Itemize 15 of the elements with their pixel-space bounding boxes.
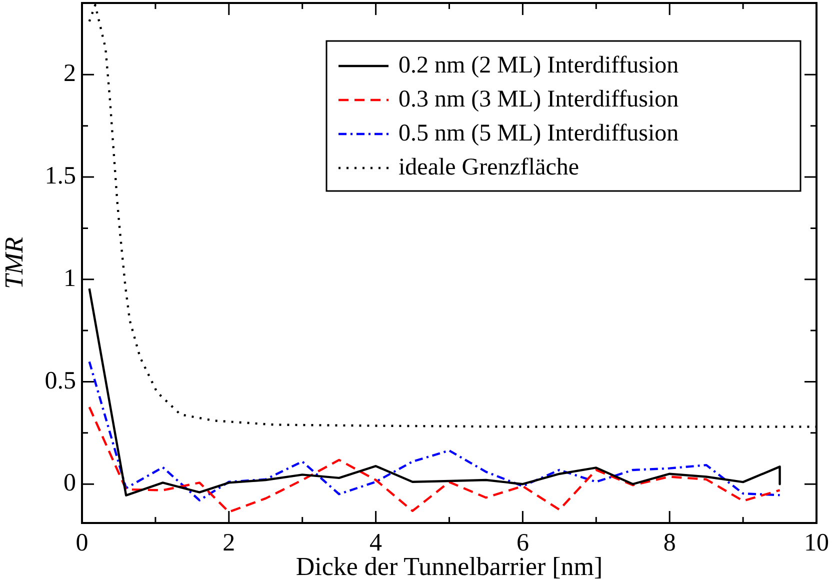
x-tick-label: 10: [804, 530, 829, 557]
y-tick-label: 2: [64, 60, 76, 88]
legend-label: ideale Grenzfläche: [398, 154, 580, 180]
x-tick-label: 8: [663, 530, 676, 557]
x-tick-label: 2: [222, 530, 236, 557]
y-tick-label: 0.5: [44, 367, 76, 394]
y-axis-title: TMR: [0, 236, 28, 289]
y-tick-label: 1.5: [44, 162, 76, 190]
line-series: [88, 360, 781, 502]
y-tick-label: 0: [64, 470, 76, 497]
legend-label: 0.5 nm (5 ML) Interdiffusion: [398, 120, 679, 146]
legend-label: 0.2 nm (2 ML) Interdiffusion: [398, 52, 679, 78]
line-series: [88, 406, 781, 514]
legend-label: 0.3 nm (3 ML) Interdiffusion: [398, 86, 679, 112]
y-tick-label: 1: [64, 264, 76, 292]
